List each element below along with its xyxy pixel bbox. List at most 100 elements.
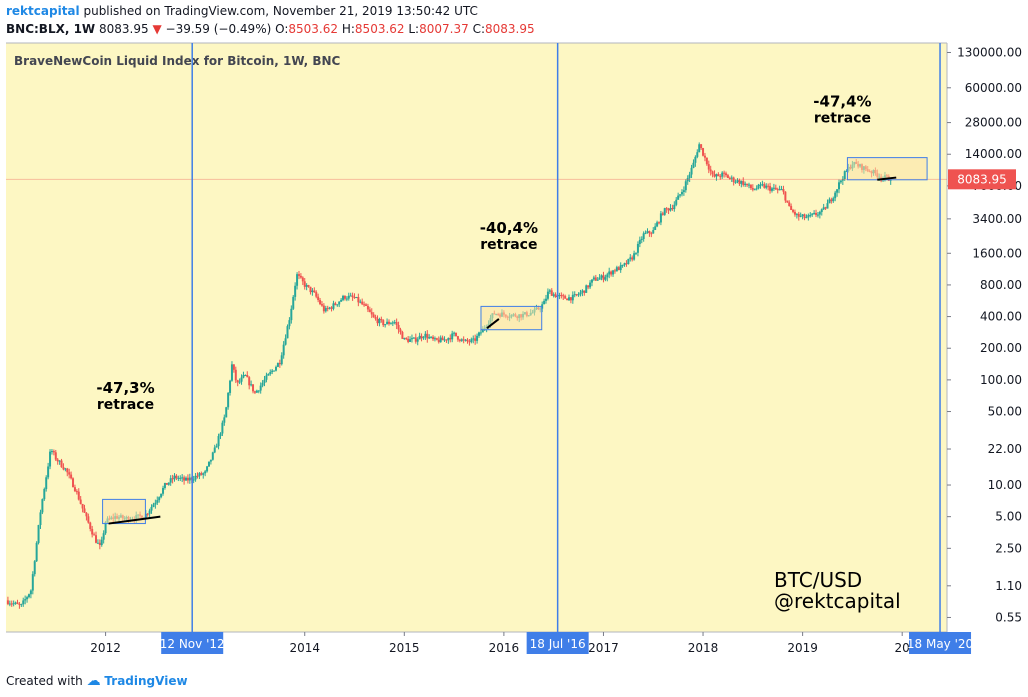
candle-body-188 bbox=[366, 305, 369, 310]
candle-285 bbox=[552, 292, 555, 298]
candle-284 bbox=[550, 288, 553, 296]
candle-25 bbox=[54, 449, 57, 462]
candle-body-432 bbox=[834, 192, 837, 199]
candle-203 bbox=[395, 318, 398, 330]
candle-438 bbox=[845, 169, 848, 173]
candle-body-0 bbox=[6, 600, 9, 604]
candle-body-81 bbox=[162, 487, 165, 494]
candle-326 bbox=[631, 255, 634, 262]
candle-body-331 bbox=[640, 239, 643, 241]
candle-body-340 bbox=[657, 222, 660, 224]
candle-239 bbox=[464, 339, 467, 342]
candle-130 bbox=[255, 389, 258, 393]
price-chart[interactable]: 130000.0060000.0028000.0014000.007000.00… bbox=[0, 0, 1028, 668]
candle-85 bbox=[169, 475, 172, 486]
candle-280 bbox=[543, 298, 546, 305]
candle-32 bbox=[68, 468, 71, 479]
candle-body-349 bbox=[675, 199, 678, 205]
candle-body-416 bbox=[803, 214, 806, 218]
candle-body-381 bbox=[736, 180, 739, 182]
candle-body-175 bbox=[342, 295, 345, 300]
candle-body-31 bbox=[66, 468, 69, 473]
candle-body-426 bbox=[822, 207, 825, 210]
candle-body-131 bbox=[257, 390, 260, 392]
publish-line: rektcapital published on TradingView.com… bbox=[6, 4, 478, 18]
candle-429 bbox=[828, 197, 831, 204]
candle-164 bbox=[320, 301, 323, 307]
candle-body-195 bbox=[380, 318, 383, 321]
candle-body-408 bbox=[788, 202, 791, 207]
candle-body-92 bbox=[183, 477, 186, 481]
candle-294 bbox=[569, 297, 572, 304]
annotation-retrace-2: retrace bbox=[814, 110, 871, 126]
candle-163 bbox=[319, 298, 322, 306]
candle-body-248 bbox=[481, 328, 484, 333]
candle-161 bbox=[315, 290, 318, 299]
candle-body-246 bbox=[477, 332, 480, 336]
candle-121 bbox=[238, 378, 241, 385]
candle-231 bbox=[449, 334, 452, 343]
candle-body-32 bbox=[68, 472, 71, 475]
candle-180 bbox=[351, 292, 354, 301]
candle-391 bbox=[755, 185, 758, 191]
candle-358 bbox=[692, 159, 695, 169]
candle-365 bbox=[705, 157, 708, 166]
candle-30 bbox=[64, 467, 67, 472]
candle-356 bbox=[688, 171, 691, 183]
candle-body-346 bbox=[669, 208, 672, 211]
candle-435 bbox=[839, 179, 842, 184]
candle-311 bbox=[602, 271, 605, 283]
candle-198 bbox=[386, 318, 389, 325]
tradingview-brand[interactable]: TradingView bbox=[104, 674, 188, 688]
candle-body-2 bbox=[10, 603, 13, 605]
candle-body-14 bbox=[33, 561, 36, 575]
symbol-label[interactable]: BNC:BLX, 1W bbox=[6, 22, 96, 36]
candle-body-75 bbox=[150, 506, 153, 511]
candle-body-220 bbox=[428, 337, 431, 339]
candle-202 bbox=[393, 319, 396, 325]
high-value: 8503.62 bbox=[354, 22, 405, 36]
candle-221 bbox=[430, 336, 433, 339]
x-tick-label-4: 2017 bbox=[588, 641, 619, 655]
candle-382 bbox=[738, 178, 741, 186]
candle-176 bbox=[343, 295, 346, 301]
candle-body-353 bbox=[682, 190, 685, 193]
candle-body-436 bbox=[841, 179, 844, 181]
candle-100 bbox=[198, 472, 201, 480]
candle-81 bbox=[162, 485, 165, 496]
candle-body-316 bbox=[612, 270, 615, 275]
candle-83 bbox=[165, 483, 168, 485]
candle-39 bbox=[81, 503, 84, 513]
candle-body-124 bbox=[244, 375, 247, 377]
candle-body-40 bbox=[83, 508, 86, 513]
candle-body-83 bbox=[165, 483, 168, 485]
candle-body-336 bbox=[650, 233, 653, 235]
candle-76 bbox=[152, 502, 155, 508]
candle-body-5 bbox=[16, 602, 19, 604]
candle-19 bbox=[43, 487, 46, 501]
candle-165 bbox=[322, 303, 325, 314]
candle-300 bbox=[581, 289, 584, 297]
author-link[interactable]: rektcapital bbox=[6, 4, 80, 18]
candle-body-338 bbox=[654, 226, 657, 231]
candle-126 bbox=[248, 376, 251, 390]
candle-body-386 bbox=[746, 183, 749, 186]
candle-94 bbox=[186, 474, 189, 484]
candle-body-323 bbox=[625, 263, 628, 265]
y-tick-label-1: 60000.00 bbox=[965, 81, 1022, 95]
range-box-2 bbox=[846, 157, 928, 181]
candle-body-430 bbox=[830, 199, 833, 202]
candle-body-176 bbox=[343, 295, 346, 299]
candle-357 bbox=[690, 164, 693, 179]
candle-body-301 bbox=[583, 290, 586, 293]
candle-body-128 bbox=[252, 384, 255, 392]
candle-77 bbox=[154, 499, 157, 509]
candle-155 bbox=[303, 277, 306, 290]
candle-body-129 bbox=[253, 391, 256, 393]
candle-body-28 bbox=[60, 460, 63, 468]
candle-body-391 bbox=[755, 188, 758, 190]
candle-body-11 bbox=[27, 594, 30, 598]
candle-body-234 bbox=[455, 332, 458, 337]
y-tick-label-0: 130000.00 bbox=[957, 45, 1022, 59]
date-label-bg-1 bbox=[526, 632, 589, 654]
